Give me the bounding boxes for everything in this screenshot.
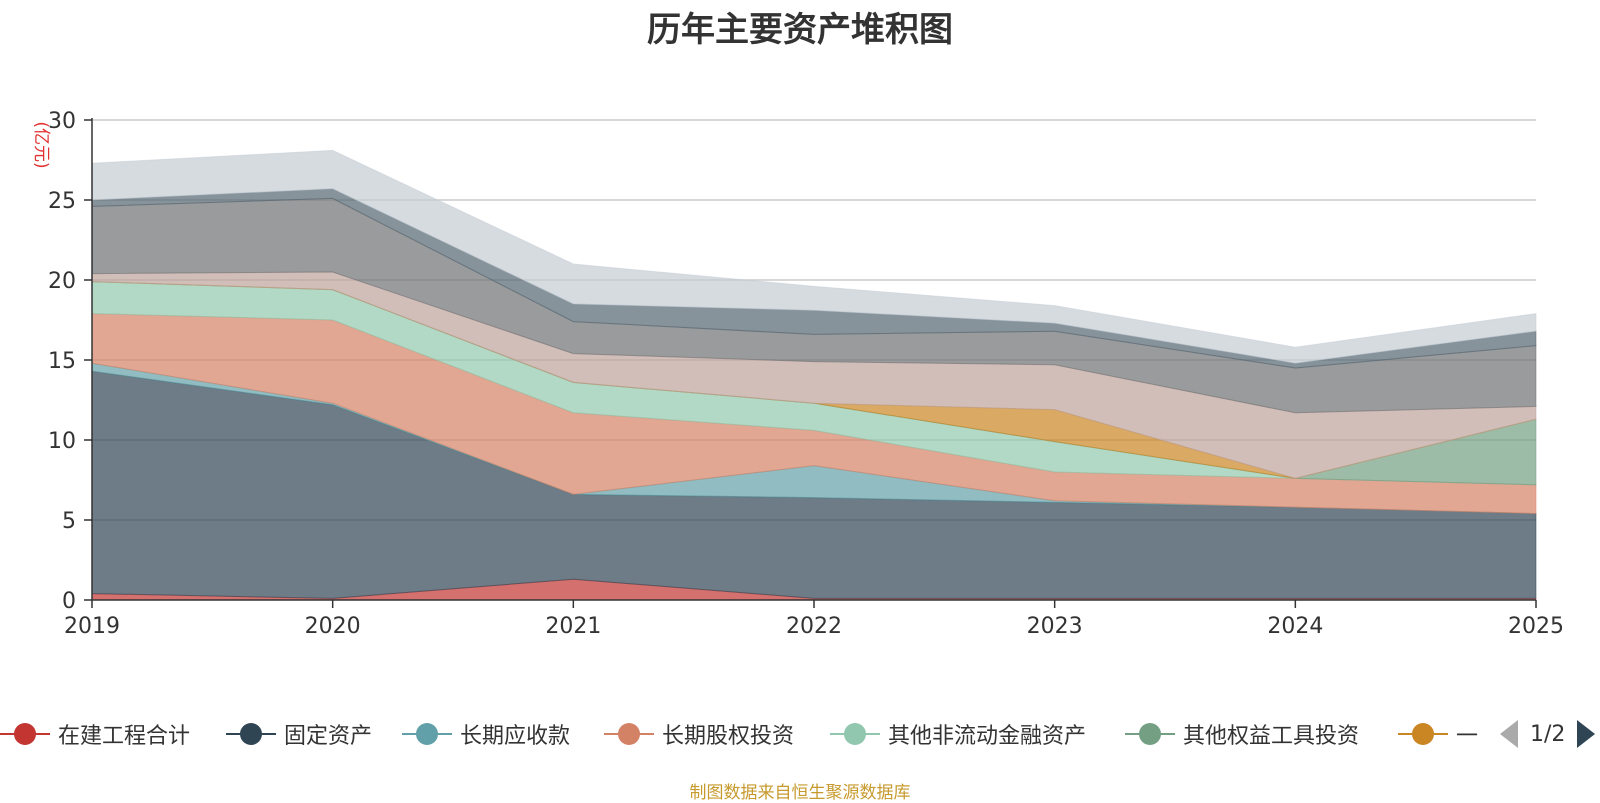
legend-pager: 1/2 bbox=[1500, 716, 1596, 752]
x-tick-label: 2024 bbox=[1267, 614, 1323, 639]
legend-marker-icon bbox=[0, 722, 50, 746]
legend-label: 长期应收款 bbox=[460, 724, 571, 749]
legend-marker-icon bbox=[1125, 722, 1175, 746]
y-tick-label: 15 bbox=[48, 349, 76, 374]
legend-item-7[interactable]: 一 bbox=[1398, 716, 1478, 752]
legend-item-6[interactable]: 其他权益工具投资 bbox=[1125, 716, 1359, 752]
x-tick-label: 2019 bbox=[64, 614, 120, 639]
legend-item-3[interactable]: 长期应收款 bbox=[402, 716, 570, 752]
x-tick-label: 2020 bbox=[305, 614, 361, 639]
y-tick-label: 0 bbox=[62, 589, 76, 614]
y-tick-label: 20 bbox=[48, 269, 76, 294]
y-tick-label: 25 bbox=[48, 189, 76, 214]
legend-item-4[interactable]: 长期股权投资 bbox=[604, 716, 794, 752]
legend-marker-icon bbox=[604, 722, 654, 746]
legend-label: 固定资产 bbox=[284, 724, 373, 749]
legend-page-indicator: 1/2 bbox=[1530, 721, 1566, 747]
legend-next-page-icon[interactable] bbox=[1577, 720, 1596, 748]
x-tick-label: 2025 bbox=[1508, 614, 1564, 639]
y-axis-unit-label: (亿元) bbox=[31, 121, 51, 168]
x-tick-label: 2022 bbox=[786, 614, 842, 639]
legend-marker-icon bbox=[830, 722, 880, 746]
legend-label: 在建工程合计 bbox=[58, 724, 191, 749]
legend-item-5[interactable]: 其他非流动金融资产 bbox=[830, 716, 1086, 752]
legend-marker-icon bbox=[226, 722, 276, 746]
y-tick-label: 5 bbox=[62, 509, 76, 534]
legend-label: 其他非流动金融资产 bbox=[888, 724, 1087, 749]
y-tick-label: 30 bbox=[48, 109, 76, 134]
legend-prev-page-icon[interactable] bbox=[1500, 720, 1518, 748]
legend-label: 长期股权投资 bbox=[662, 724, 795, 749]
legend-item-2[interactable]: 固定资产 bbox=[226, 716, 372, 752]
legend: 在建工程合计 固定资产 长期应收款 长期股权投资 其他非流动金融资产 其他权益工具投资 一 bbox=[0, 716, 1600, 752]
x-tick-label: 2023 bbox=[1027, 614, 1083, 639]
legend-marker-icon bbox=[1398, 722, 1448, 746]
source-note: 制图数据来自恒生聚源数据库 bbox=[689, 783, 911, 803]
x-tick-label: 2021 bbox=[545, 614, 601, 639]
area-series-11[interactable] bbox=[91, 149, 1537, 364]
legend-item-1[interactable]: 在建工程合计 bbox=[0, 716, 190, 752]
y-tick-label: 10 bbox=[48, 429, 76, 454]
legend-label: 其他权益工具投资 bbox=[1183, 724, 1360, 749]
legend-marker-icon bbox=[402, 722, 452, 746]
legend-label: 一 bbox=[1456, 724, 1479, 749]
chart-title: 历年主要资产堆积图 bbox=[647, 10, 953, 50]
